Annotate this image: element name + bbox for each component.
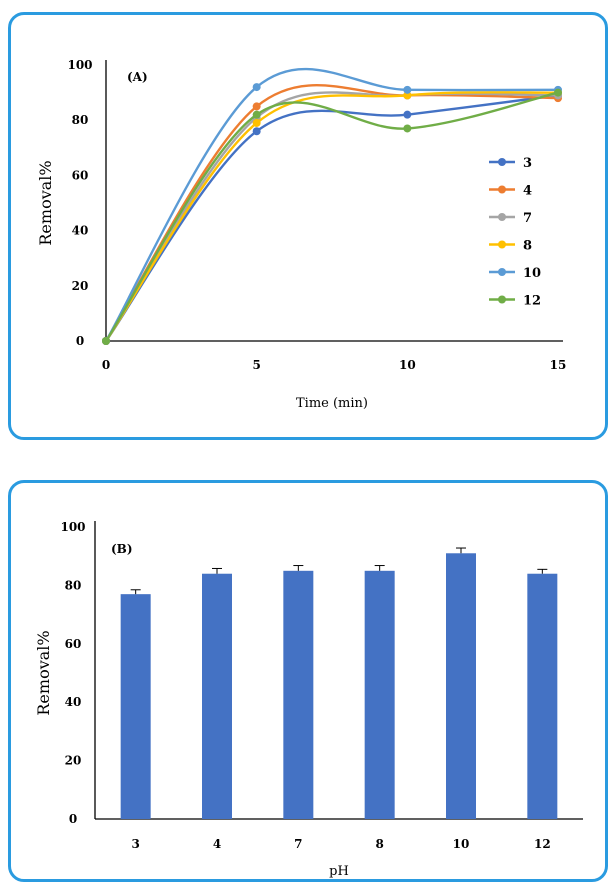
x-tick-label: 10 (399, 358, 416, 372)
x-axis-label: pH (329, 864, 349, 879)
bar-4 (202, 573, 232, 819)
series-line-12 (105, 91, 559, 342)
series-line-4 (104, 84, 559, 342)
legend-swatch-marker (498, 268, 506, 276)
legend-label: 3 (523, 156, 532, 171)
data-point-4 (252, 102, 261, 111)
series-line-7 (105, 91, 559, 342)
data-point-12 (252, 110, 261, 119)
y-tick-label: 80 (65, 578, 82, 592)
bar-8 (364, 570, 395, 819)
x-tick-label: 12 (534, 837, 551, 851)
y-axis-label: Removal% (34, 630, 53, 715)
x-axis-label: Time (min) (296, 396, 368, 411)
series-line-8 (105, 91, 559, 342)
y-tick-label: 0 (76, 334, 84, 348)
legend-swatch-marker (498, 295, 506, 304)
x-tick-label: 3 (131, 837, 139, 851)
y-tick-label: 0 (69, 812, 77, 826)
y-tick-label: 60 (72, 168, 89, 182)
data-point-12 (403, 124, 412, 133)
chart-a-svg: 0 20 40 60 80 100 0 5 10 15 Time (min) Removal% (A) 3… (36, 58, 567, 411)
x-tick-label: 4 (213, 837, 221, 851)
data-point-3 (252, 127, 261, 136)
legend-label: 4 (523, 184, 532, 199)
legend-label: 8 (523, 239, 532, 254)
y-axis-label: Removal% (36, 160, 55, 245)
y-tick-label: 60 (65, 637, 82, 651)
legend-label: 12 (523, 294, 541, 309)
x-tick-label: 0 (102, 358, 110, 372)
x-tick-label: 15 (550, 358, 567, 372)
y-tick-label: 40 (72, 224, 89, 238)
bar-10 (446, 553, 476, 819)
data-point-12 (554, 88, 562, 97)
panel-label: (B) (111, 542, 133, 556)
x-tick-label: 8 (375, 837, 383, 851)
legend-label: 10 (523, 266, 541, 281)
y-tick-label: 20 (72, 279, 89, 293)
y-tick-label: 100 (60, 520, 85, 534)
panel-b: 0 20 40 60 80 100 (B) 3 4 7 8 10 12 pH Removal% (8, 480, 608, 882)
x-tick-label: 5 (252, 358, 260, 372)
series-line-10 (104, 68, 559, 342)
bar-12 (527, 573, 558, 819)
y-tick-label: 40 (65, 695, 82, 709)
x-tick-label: 7 (294, 837, 302, 851)
data-point-8 (252, 118, 261, 127)
data-point-12 (102, 337, 110, 345)
data-point-10 (403, 85, 412, 94)
legend-swatch-marker (498, 158, 506, 166)
legend-swatch-marker (498, 185, 506, 194)
series-line-3 (105, 94, 559, 342)
legend-swatch-marker (498, 213, 506, 221)
chart-b-svg: 0 20 40 60 80 100 (B) 3 4 7 8 10 12 pH Removal% (34, 520, 583, 879)
y-tick-label: 100 (67, 58, 92, 72)
data-point-8 (403, 91, 412, 100)
bar-7 (283, 570, 314, 819)
data-point-10 (252, 83, 261, 92)
legend-swatch-marker (498, 240, 506, 249)
panel-a: 0 20 40 60 80 100 0 5 10 15 Time (min) Removal% (A) 3… (8, 12, 608, 440)
y-tick-label: 80 (72, 113, 89, 127)
bar-3 (120, 594, 151, 819)
data-point-3 (403, 110, 412, 119)
legend-label: 7 (523, 211, 532, 226)
x-tick-label: 10 (453, 837, 470, 851)
panel-label: (A) (127, 70, 148, 84)
y-tick-label: 20 (65, 754, 82, 768)
